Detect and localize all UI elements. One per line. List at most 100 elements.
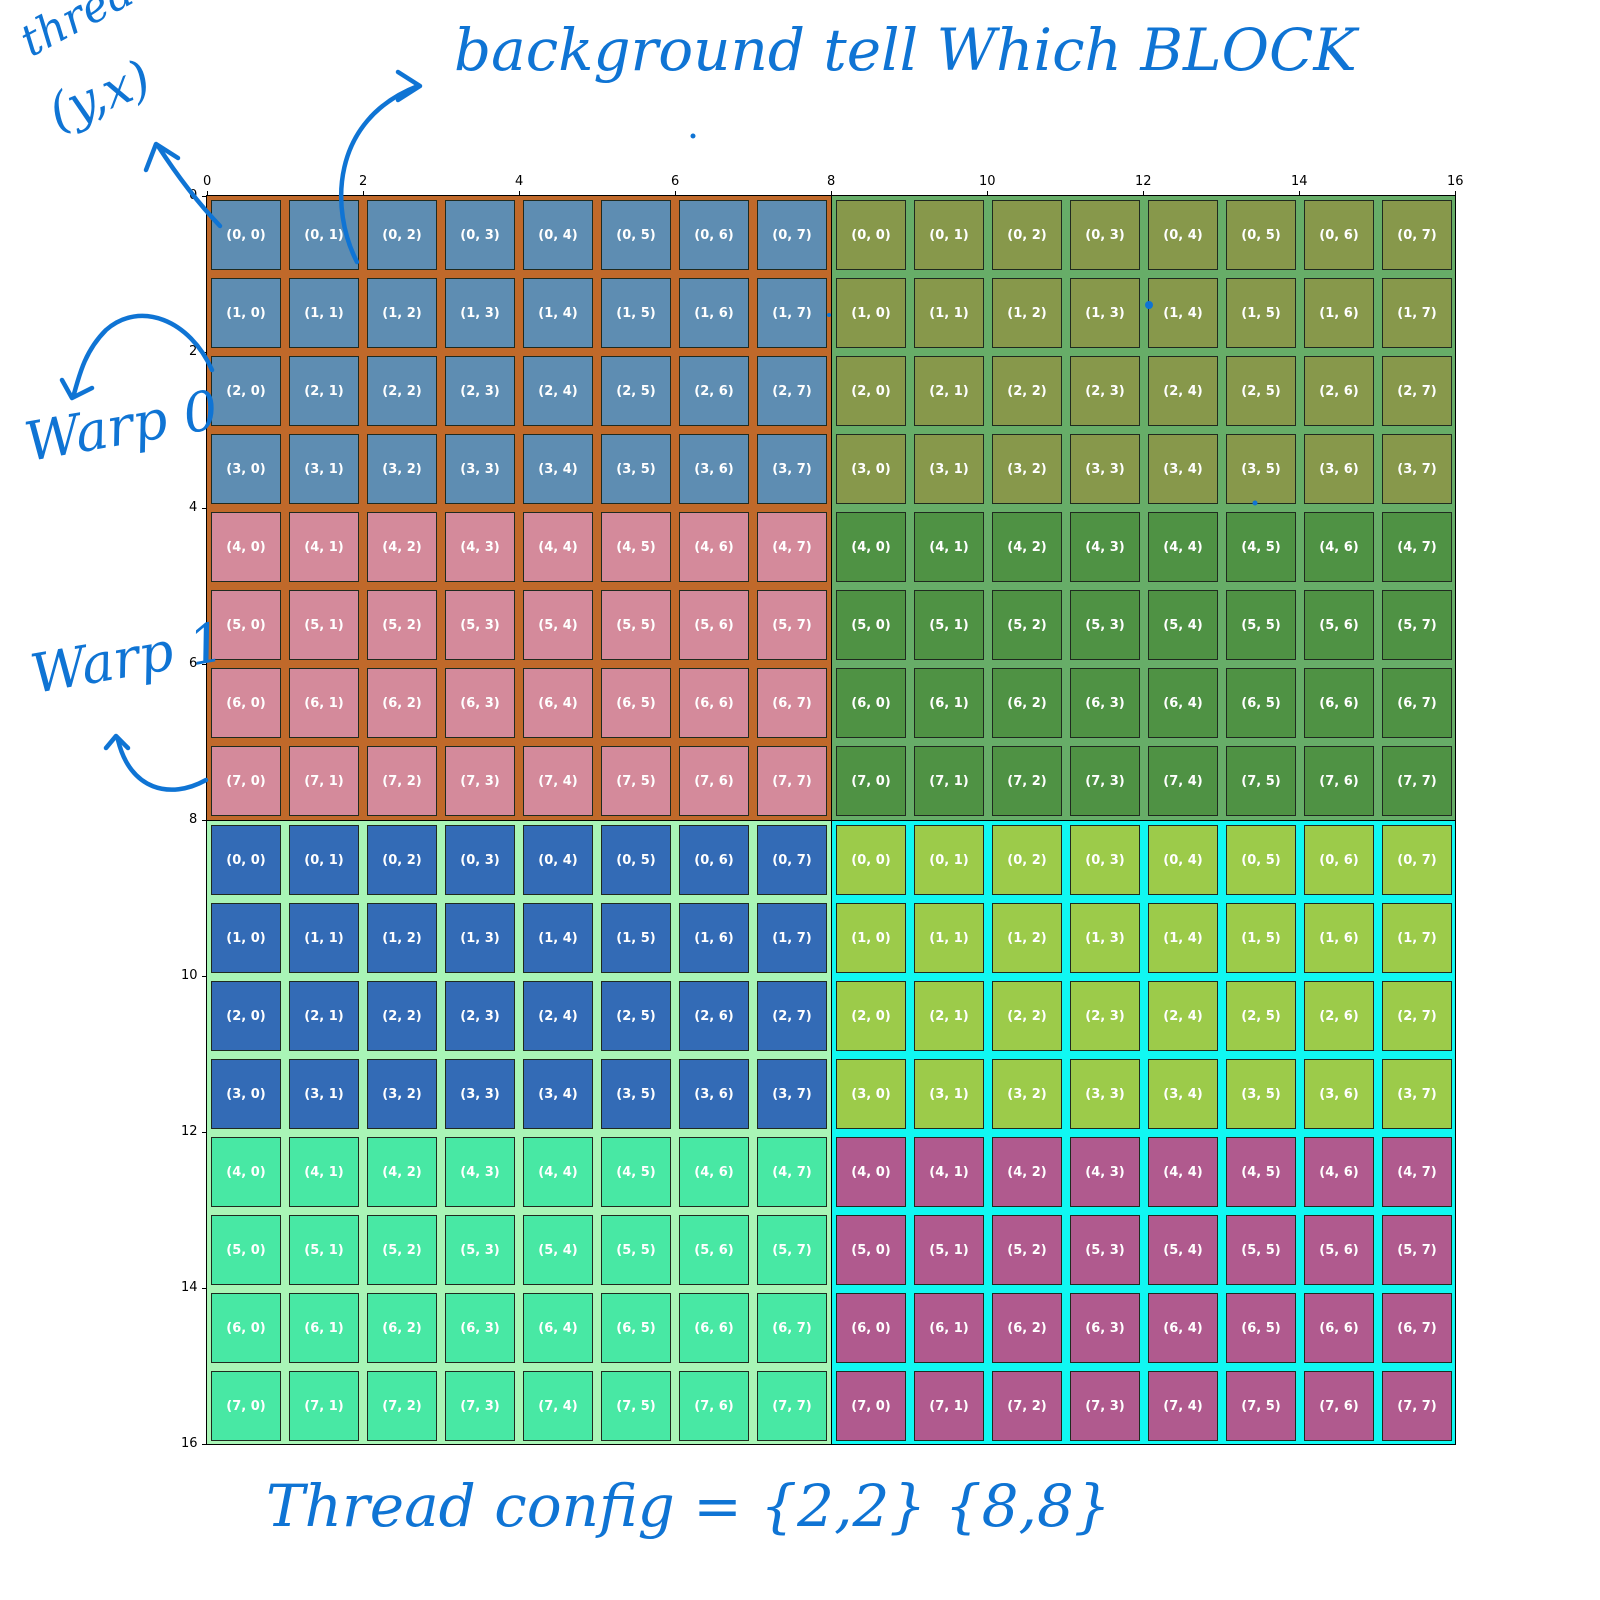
y-tick-label: 8 [189, 812, 198, 827]
thread-cell: (4, 0) [836, 1137, 906, 1207]
thread-cell: (7, 6) [1304, 746, 1374, 816]
thread-cell: (6, 4) [1148, 668, 1218, 738]
thread-cell: (6, 7) [757, 1293, 827, 1363]
thread-cell: (1, 6) [1304, 278, 1374, 348]
thread-cell: (1, 4) [523, 903, 593, 973]
thread-cell: (6, 2) [367, 1293, 437, 1363]
thread-cell: (1, 2) [992, 903, 1062, 973]
thread-cell: (6, 0) [836, 1293, 906, 1363]
thread-cell: (0, 0) [836, 825, 906, 895]
thread-cell: (3, 5) [1226, 434, 1296, 504]
thread-cell: (5, 4) [523, 1215, 593, 1285]
x-tick-label: 2 [359, 174, 368, 189]
thread-cell: (4, 5) [1226, 1137, 1296, 1207]
thread-cell: (5, 0) [836, 1215, 906, 1285]
thread-cell: (3, 1) [914, 1059, 984, 1129]
thread-cell: (6, 2) [992, 668, 1062, 738]
thread-cell: (4, 4) [523, 1137, 593, 1207]
thread-cell: (1, 0) [836, 903, 906, 973]
thread-cell: (5, 0) [836, 590, 906, 660]
thread-cell: (0, 7) [1382, 200, 1452, 270]
thread-cell: (0, 0) [211, 825, 281, 895]
y-tick-label: 16 [181, 1436, 198, 1451]
thread-cell: (7, 2) [992, 746, 1062, 816]
thread-cell: (0, 0) [211, 200, 281, 270]
thread-cell: (2, 1) [289, 981, 359, 1051]
thread-cell: (7, 1) [289, 746, 359, 816]
thread-cell: (5, 0) [211, 1215, 281, 1285]
thread-cell: (7, 2) [367, 1371, 437, 1441]
thread-cell: (2, 2) [367, 981, 437, 1051]
thread-cell: (1, 6) [679, 278, 749, 348]
thread-cell: (7, 3) [1070, 746, 1140, 816]
thread-cell: (7, 6) [1304, 1371, 1374, 1441]
thread-cell: (4, 0) [211, 1137, 281, 1207]
thread-cell: (0, 6) [1304, 825, 1374, 895]
thread-cell: (2, 4) [1148, 356, 1218, 426]
thread-cell: (5, 2) [367, 1215, 437, 1285]
y-tick-label: 0 [189, 188, 198, 203]
thread-cell: (4, 7) [757, 1137, 827, 1207]
pen-dot [690, 133, 696, 139]
thread-cell: (2, 7) [1382, 356, 1452, 426]
thread-cell: (2, 3) [445, 356, 515, 426]
thread-cell: (4, 3) [1070, 1137, 1140, 1207]
thread-cell: (0, 3) [1070, 825, 1140, 895]
thread-cell: (0, 2) [367, 200, 437, 270]
thread-cell: (3, 0) [211, 1059, 281, 1129]
thread-cell: (6, 1) [914, 1293, 984, 1363]
x-tick-label: 6 [671, 174, 680, 189]
thread-cell: (0, 2) [367, 825, 437, 895]
thread-cell: (7, 1) [914, 1371, 984, 1441]
thread-cell: (6, 2) [367, 668, 437, 738]
arrow-to-origin-cell-head [143, 141, 181, 173]
thread-cell: (0, 1) [914, 825, 984, 895]
thread-cell: (1, 0) [211, 903, 281, 973]
thread-cell: (0, 3) [445, 825, 515, 895]
thread-cell: (6, 0) [836, 668, 906, 738]
thread-cell: (0, 5) [1226, 825, 1296, 895]
thread-cell: (3, 7) [757, 434, 827, 504]
thread-cell: (4, 6) [679, 512, 749, 582]
thread-cell: (5, 2) [992, 1215, 1062, 1285]
thread-cell: (3, 3) [1070, 1059, 1140, 1129]
thread-cell: (7, 2) [367, 746, 437, 816]
y-tick-mark [202, 1287, 207, 1289]
thread-cell: (6, 4) [523, 1293, 593, 1363]
x-tick-mark [674, 191, 676, 196]
thread-cell: (2, 6) [679, 356, 749, 426]
thread-cell: (4, 5) [1226, 512, 1296, 582]
thread-cell: (4, 7) [757, 512, 827, 582]
thread-cell: (3, 6) [679, 1059, 749, 1129]
thread-cell: (5, 1) [289, 590, 359, 660]
thread-cell: (1, 3) [1070, 903, 1140, 973]
thread-cell: (3, 2) [367, 1059, 437, 1129]
thread-cell: (7, 2) [992, 1371, 1062, 1441]
thread-cell: (6, 4) [523, 668, 593, 738]
thread-cell: (4, 0) [211, 512, 281, 582]
thread-cell: (2, 7) [1382, 981, 1452, 1051]
thread-cell: (2, 5) [601, 356, 671, 426]
annotation-warp0: Warp 0 [20, 378, 223, 475]
thread-cell: (2, 5) [1226, 981, 1296, 1051]
x-tick-label: 16 [1447, 174, 1464, 189]
thread-cell: (0, 6) [1304, 200, 1374, 270]
thread-cell: (7, 0) [836, 746, 906, 816]
thread-cell: (1, 4) [1148, 903, 1218, 973]
thread-cell: (6, 0) [211, 1293, 281, 1363]
thread-cell: (2, 2) [367, 356, 437, 426]
thread-cell: (6, 3) [1070, 1293, 1140, 1363]
thread-cell: (1, 7) [757, 278, 827, 348]
annotation-background-note: background tell Which BLOCK [454, 16, 1357, 84]
thread-cell: (2, 1) [914, 356, 984, 426]
thread-cell: (7, 0) [211, 746, 281, 816]
thread-cell: (3, 4) [523, 434, 593, 504]
thread-cell: (1, 1) [914, 278, 984, 348]
thread-cell: (7, 3) [445, 1371, 515, 1441]
thread-cell: (0, 4) [1148, 825, 1218, 895]
thread-cell: (2, 4) [1148, 981, 1218, 1051]
thread-cell: (1, 5) [601, 903, 671, 973]
x-tick-label: 12 [1135, 174, 1152, 189]
thread-cell: (0, 4) [523, 825, 593, 895]
thread-cell: (5, 7) [757, 590, 827, 660]
